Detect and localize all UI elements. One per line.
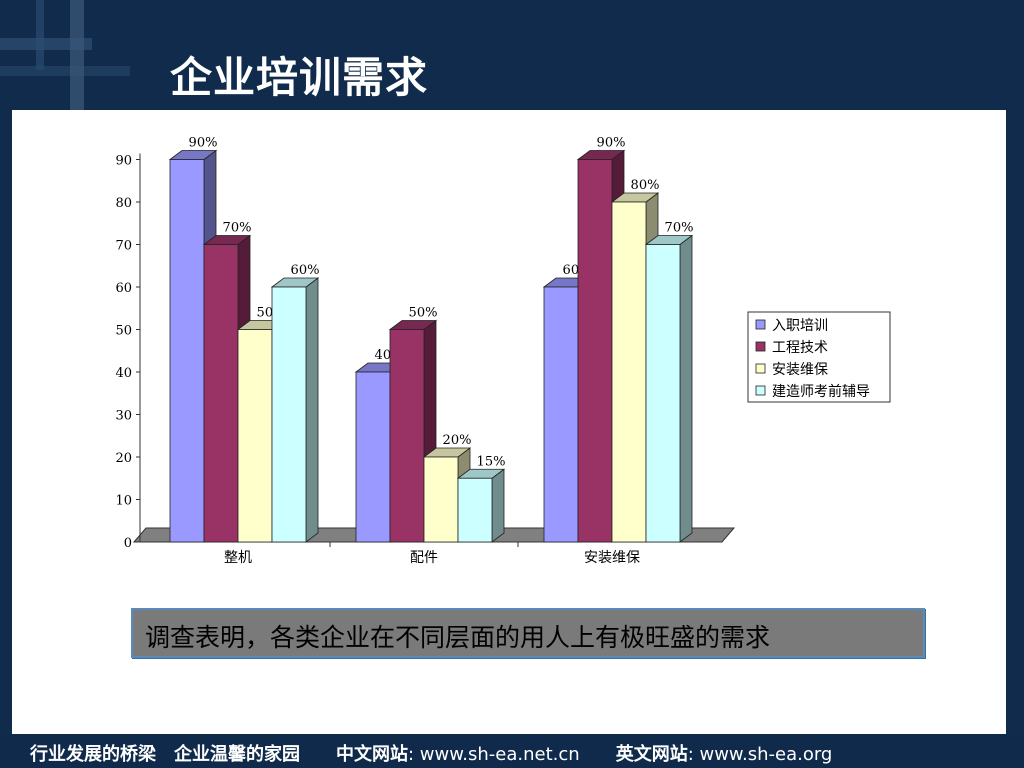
bar-side [491, 468, 505, 543]
footer-slogan-1: 行业发展的桥梁 [30, 744, 156, 765]
decor-bar [0, 38, 92, 50]
legend-label: 安装维保 [772, 362, 828, 378]
y-tick-label: 30 [115, 409, 132, 424]
y-tick-label: 20 [115, 451, 132, 466]
x-tick-label: 整机 [224, 550, 252, 566]
footer: 行业发展的桥梁 企业温馨的家园 中文网站: www.sh-ea.net.cn 英文网站… [0, 734, 1024, 768]
footer-text: 行业发展的桥梁 企业温馨的家园 中文网站: www.sh-ea.net.cn 英文网站… [30, 740, 832, 766]
data-label: 20% [443, 433, 472, 448]
x-tick-label: 配件 [410, 550, 438, 566]
legend-swatch [755, 385, 766, 396]
conclusion-text: 调查表明，各类企业在不同层面的用人上有极旺盛的需求 [145, 623, 771, 652]
y-tick-label: 60 [115, 281, 132, 296]
y-tick-label: 50 [115, 324, 132, 339]
bar-side [679, 234, 693, 543]
bar [237, 329, 273, 543]
legend-label: 入职培训 [772, 318, 828, 334]
x-tick-label: 安装维保 [584, 550, 640, 566]
data-label: 90% [597, 136, 626, 151]
bar-side [305, 277, 319, 543]
bar [645, 244, 681, 543]
legend-label: 工程技术 [772, 340, 828, 356]
data-label: 80% [631, 178, 660, 193]
y-tick-label: 70 [115, 239, 132, 254]
footer-cn-url[interactable]: : www.sh-ea.net.cn [408, 744, 580, 765]
bar [389, 329, 425, 543]
data-label: 60% [291, 263, 320, 278]
footer-en-url[interactable]: : www.sh-ea.org [687, 744, 833, 765]
y-tick-label: 0 [124, 536, 132, 551]
y-tick-label: 90 [115, 154, 132, 169]
data-label: 50% [409, 306, 438, 321]
data-label: 90% [189, 136, 218, 151]
y-tick-label: 40 [115, 366, 132, 381]
conclusion-callout: 调查表明，各类企业在不同层面的用人上有极旺盛的需求 [131, 608, 925, 658]
data-label: 15% [477, 454, 506, 469]
legend-box [747, 311, 891, 403]
legend-swatch [755, 319, 766, 330]
bar [423, 456, 459, 543]
footer-en-label: 英文网站 [615, 744, 688, 765]
bar [543, 286, 579, 543]
decor-bar [36, 0, 44, 70]
y-tick-label: 80 [115, 196, 132, 211]
bar [611, 201, 647, 543]
slide-title: 企业培训需求 [170, 53, 429, 102]
bar [457, 477, 493, 543]
data-label: 70% [665, 221, 694, 236]
data-label: 70% [223, 221, 252, 236]
legend-label: 建造师考前辅导 [772, 383, 870, 400]
bar [355, 371, 391, 543]
legend-swatch [755, 341, 766, 352]
legend-swatch [755, 363, 766, 374]
footer-cn-label: 中文网站 [336, 744, 408, 765]
footer-slogan-2: 企业温馨的家园 [174, 744, 300, 765]
bar [203, 244, 239, 543]
bar [271, 286, 307, 543]
bar-chart: 010203040506070809090%70%50%60%整机40%50%2… [115, 136, 891, 566]
y-tick-label: 10 [115, 494, 132, 509]
bar [577, 159, 613, 543]
bar [169, 159, 205, 543]
decor-bar [70, 0, 84, 125]
decor-bar [0, 66, 130, 76]
